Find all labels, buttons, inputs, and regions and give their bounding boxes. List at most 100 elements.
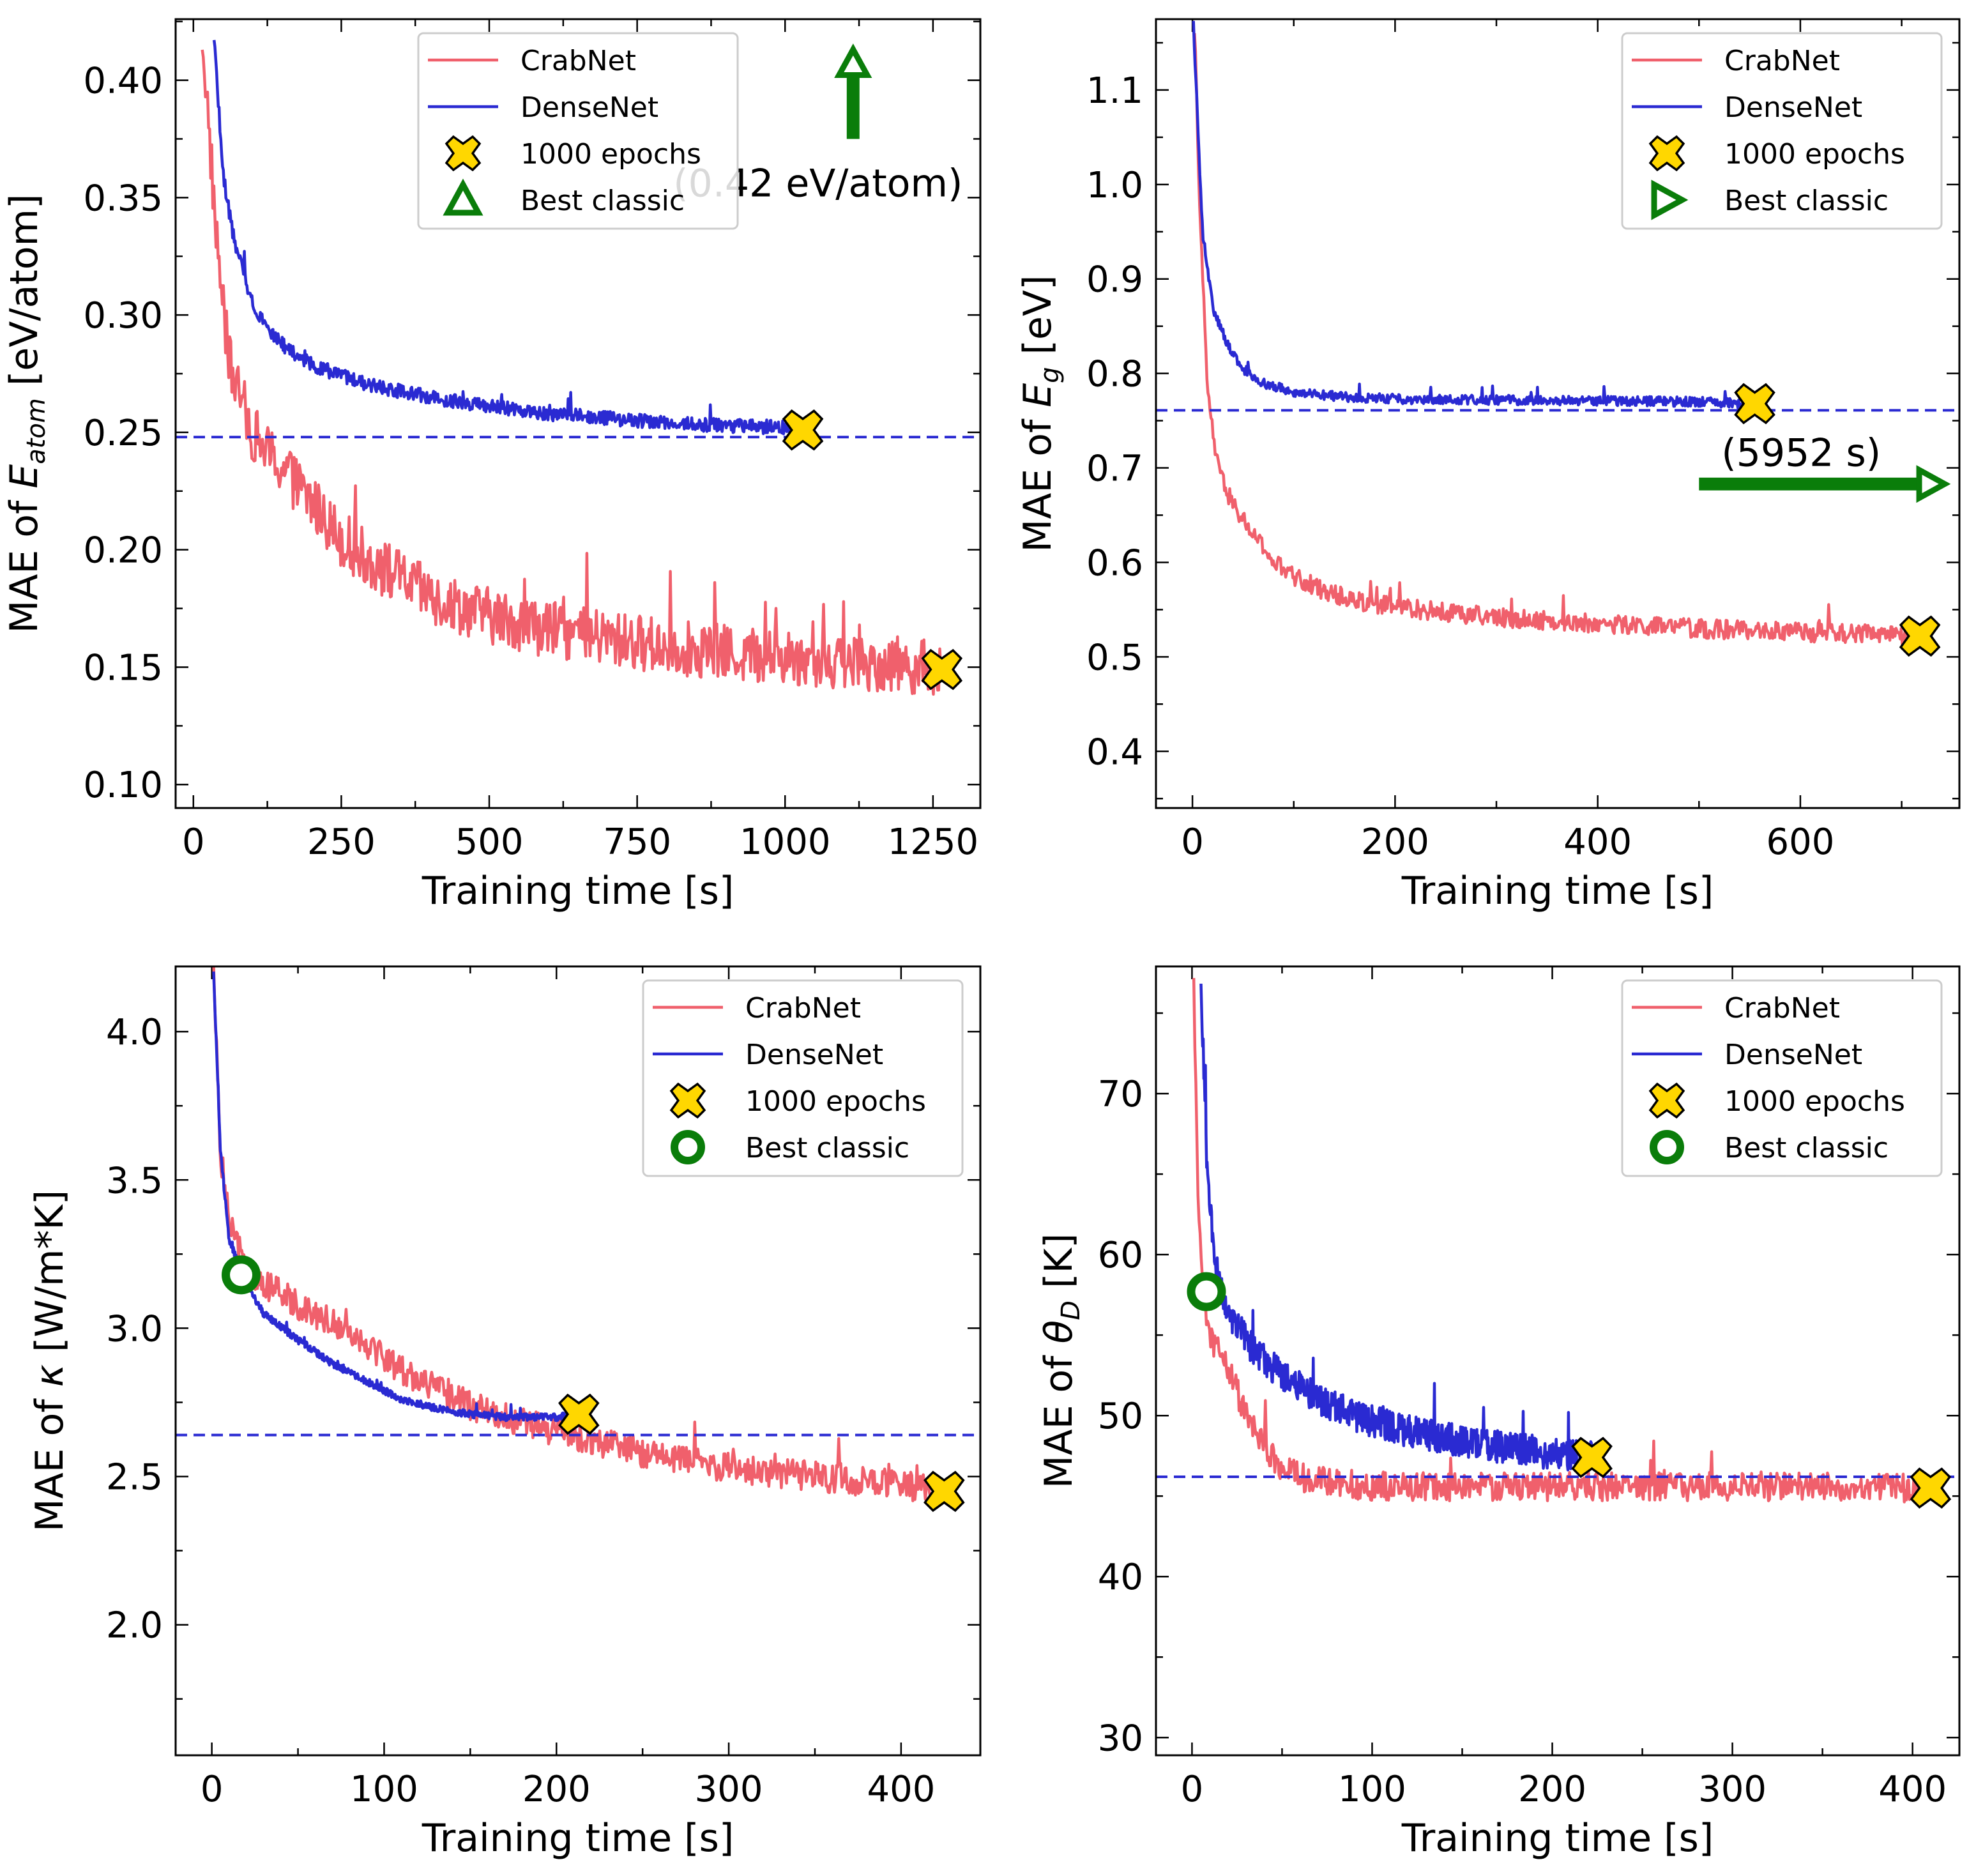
y-label-suffix: [K] — [1037, 1233, 1081, 1300]
x-tick-label: 200 — [522, 1769, 591, 1810]
legend-box — [642, 979, 964, 1177]
legend-label: 1000 epochs — [1724, 138, 1905, 171]
epochs-marker — [782, 409, 824, 451]
y-tick-label: 30 — [1098, 1718, 1143, 1759]
legend-label: DenseNet — [745, 1039, 883, 1071]
x-tick-label: 100 — [1338, 1769, 1406, 1810]
x-tick-label: 300 — [1698, 1769, 1767, 1810]
axes-frame — [174, 965, 982, 1757]
y-label-suffix: [eV/atom] — [2, 194, 47, 399]
legend-label: CrabNet — [1724, 45, 1840, 77]
best-classic-arrowhead — [1916, 465, 1951, 503]
epochs-marker — [1734, 383, 1775, 425]
epochs-marker — [1910, 1467, 1952, 1509]
series-line-crabnet — [212, 966, 945, 1506]
tick-marks — [176, 19, 980, 808]
x-tick-label: 200 — [1518, 1769, 1586, 1810]
chart-panel: 0 100 200 300 400 30 40 50 60 70 Training time [s]… — [1037, 965, 1961, 1861]
y-label-prefix: MAE of — [1015, 408, 1060, 553]
series-line-densenet — [212, 971, 581, 1422]
x-tick-label: 1250 — [888, 821, 979, 863]
y-label-symbol: E — [2, 464, 47, 489]
legend: CrabNet DenseNet 1000 epochs Best classic — [1621, 979, 1943, 1177]
y-tick-label: 0.30 — [83, 295, 163, 337]
x-tick-label: 0 — [1181, 1769, 1204, 1810]
series-line-crabnet — [1193, 33, 1922, 646]
y-axis-label: MAE of θD [K] — [1037, 1233, 1086, 1488]
legend-handle-epochs — [1648, 135, 1685, 172]
legend-label: Best classic — [521, 185, 685, 217]
y-label-prefix: MAE of — [1037, 1344, 1081, 1489]
y-tick-label: 40 — [1098, 1557, 1143, 1598]
plot-area — [176, 40, 980, 696]
y-label-prefix: MAE of — [2, 489, 47, 634]
y-tick-label: 0.7 — [1086, 448, 1143, 490]
x-tick-label: 400 — [867, 1769, 935, 1810]
epochs-marker — [1899, 615, 1941, 657]
chart-panel: 0 200 400 600 0.4 0.5 0.6 0.7 0.8 0.9 1.0 1.1 Traini… — [1015, 18, 1961, 913]
y-tick-label: 0.35 — [83, 178, 163, 219]
legend: CrabNet DenseNet 1000 epochs Best classic — [642, 979, 964, 1177]
legend-label: DenseNet — [521, 91, 658, 124]
legend-handle-epochs — [1648, 1082, 1685, 1119]
y-label-subscript: atom — [22, 398, 51, 464]
y-label-symbol: θ — [1037, 1320, 1081, 1344]
best-classic-note: (5952 s) — [1721, 431, 1881, 476]
epochs-marker — [921, 648, 963, 690]
best-classic-point — [222, 1255, 261, 1295]
y-axis-label: MAE of Eatom [eV/atom] — [2, 194, 51, 634]
x-tick-label: 300 — [695, 1769, 763, 1810]
x-tick-label: 1000 — [740, 821, 831, 863]
legend-label: Best classic — [745, 1132, 909, 1164]
plot-area — [1156, 978, 1959, 1504]
y-tick-label: 3.0 — [106, 1308, 163, 1350]
x-tick-label: 0 — [201, 1769, 224, 1810]
y-tick-label: 0.10 — [83, 765, 163, 806]
series-line-crabnet — [1192, 978, 1933, 1504]
y-tick-label: 0.15 — [83, 647, 163, 689]
x-tick-label: 250 — [307, 821, 376, 863]
y-label-subscript: g — [1035, 367, 1065, 383]
y-label-suffix: [eV] — [1015, 275, 1060, 367]
series-line-densenet — [1192, 20, 1756, 409]
best-classic-arrowhead — [834, 43, 872, 78]
y-tick-label: 0.6 — [1086, 542, 1143, 584]
y-tick-label: 0.5 — [1086, 637, 1143, 678]
chart-panel: 0 100 200 300 400 2.0 2.5 3.0 3.5 4.0 Training tim… — [27, 965, 982, 1861]
legend-label: DenseNet — [1724, 91, 1862, 124]
x-tick-label: 600 — [1766, 821, 1834, 863]
axes-frame — [1155, 18, 1961, 809]
y-tick-label: 60 — [1098, 1235, 1143, 1276]
x-axis-label: Training time [s] — [1401, 869, 1714, 913]
best-classic-point — [1187, 1272, 1226, 1311]
x-tick-label: 0 — [182, 821, 205, 863]
legend-label: 1000 epochs — [1724, 1085, 1905, 1118]
y-tick-label: 0.25 — [83, 413, 163, 454]
legend-label: CrabNet — [521, 45, 636, 77]
series-line-densenet — [212, 40, 805, 438]
legend-handle-classic — [1651, 179, 1689, 220]
y-label-suffix: [W/m*K] — [27, 1190, 72, 1364]
y-tick-label: 2.5 — [106, 1457, 163, 1499]
legend-box — [417, 32, 739, 230]
chart-panel: 0 250 500 750 1000 1250 0.10 0.15 0.20 0.25 0.30 0.… — [2, 18, 982, 913]
y-tick-label: 70 — [1098, 1074, 1143, 1115]
x-tick-label: 500 — [455, 821, 524, 863]
y-axis-label: MAE of Eg [eV] — [1015, 275, 1065, 553]
y-label-subscript: D — [1056, 1300, 1086, 1320]
series-line-densenet — [1199, 983, 1593, 1474]
plot-area — [1156, 20, 1959, 646]
legend-handle-classic — [671, 1130, 705, 1164]
legend-label: 1000 epochs — [745, 1085, 926, 1118]
y-label-symbol: κ — [27, 1364, 72, 1387]
legend-handle-epochs — [669, 1082, 706, 1119]
legend-label: CrabNet — [745, 992, 861, 1025]
x-axis-label: Training time [s] — [422, 869, 734, 913]
axes-frame — [1155, 965, 1961, 1757]
legend: CrabNet DenseNet 1000 epochs Best classic — [1621, 32, 1943, 230]
legend-label: DenseNet — [1724, 1039, 1862, 1071]
y-tick-label: 0.20 — [83, 530, 163, 572]
x-tick-label: 400 — [1878, 1769, 1947, 1810]
legend-label: Best classic — [1724, 1132, 1889, 1164]
